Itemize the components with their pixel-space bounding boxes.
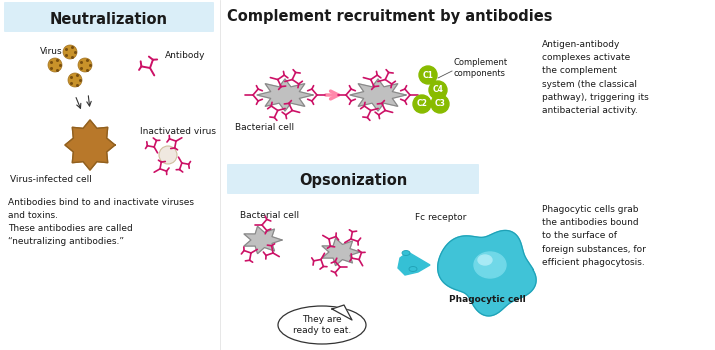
Text: Bacterial cell: Bacterial cell bbox=[240, 210, 299, 219]
Text: Fc receptor: Fc receptor bbox=[415, 214, 466, 223]
Ellipse shape bbox=[474, 252, 506, 278]
Circle shape bbox=[68, 73, 82, 87]
Circle shape bbox=[431, 95, 449, 113]
Circle shape bbox=[48, 58, 62, 72]
Polygon shape bbox=[244, 226, 282, 254]
Text: Antibody: Antibody bbox=[165, 50, 205, 60]
FancyBboxPatch shape bbox=[4, 2, 214, 32]
Text: Complement recruitment by antibodies: Complement recruitment by antibodies bbox=[227, 8, 553, 23]
Text: Antigen-antibody
complexes activate
the complement
system (the classical
pathway: Antigen-antibody complexes activate the … bbox=[542, 40, 649, 115]
Text: C4: C4 bbox=[433, 85, 443, 94]
Ellipse shape bbox=[278, 306, 366, 344]
Ellipse shape bbox=[402, 251, 410, 256]
Text: Phagocytic cells grab
the antibodies bound
to the surface of
foreign substances,: Phagocytic cells grab the antibodies bou… bbox=[542, 205, 646, 267]
Circle shape bbox=[78, 58, 92, 72]
Polygon shape bbox=[322, 238, 360, 266]
Text: Complement
components: Complement components bbox=[453, 58, 507, 78]
Text: Antibodies bind to and inactivate viruses
and toxins.
These antibodies are calle: Antibodies bind to and inactivate viruse… bbox=[8, 198, 194, 246]
Polygon shape bbox=[332, 305, 352, 320]
Polygon shape bbox=[438, 230, 536, 316]
Text: C2: C2 bbox=[417, 99, 428, 108]
Text: C1: C1 bbox=[423, 70, 433, 79]
Text: C3: C3 bbox=[435, 99, 445, 108]
Circle shape bbox=[159, 146, 177, 164]
Polygon shape bbox=[257, 79, 313, 111]
Text: Phagocytic cell: Phagocytic cell bbox=[448, 295, 526, 304]
Ellipse shape bbox=[478, 255, 492, 265]
Ellipse shape bbox=[409, 266, 417, 272]
Circle shape bbox=[429, 81, 447, 99]
Text: Neutralization: Neutralization bbox=[50, 12, 168, 27]
Polygon shape bbox=[398, 252, 430, 275]
Text: They are
ready to eat.: They are ready to eat. bbox=[293, 315, 351, 335]
Text: Inactivated virus: Inactivated virus bbox=[140, 127, 216, 136]
Text: Bacterial cell: Bacterial cell bbox=[235, 123, 295, 132]
Circle shape bbox=[413, 95, 431, 113]
Polygon shape bbox=[350, 79, 406, 111]
Circle shape bbox=[419, 66, 437, 84]
Text: Opsonization: Opsonization bbox=[299, 174, 407, 189]
Text: Virus: Virus bbox=[40, 48, 63, 56]
Circle shape bbox=[63, 45, 77, 59]
FancyBboxPatch shape bbox=[227, 164, 479, 194]
Polygon shape bbox=[65, 120, 115, 170]
Text: Virus-infected cell: Virus-infected cell bbox=[10, 175, 92, 184]
